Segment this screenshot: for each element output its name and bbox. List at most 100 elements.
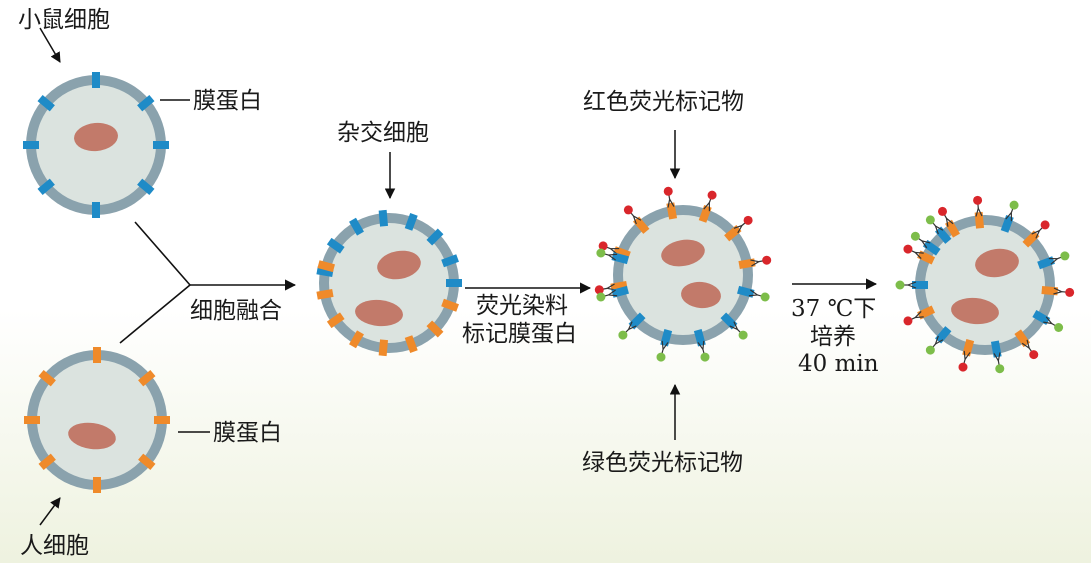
mouse-membrane-protein — [660, 329, 673, 347]
human-membrane-protein — [349, 330, 364, 349]
mouse-membrane-protein — [611, 252, 629, 265]
nucleus — [681, 281, 721, 309]
mouse-membrane-protein — [137, 178, 155, 195]
nucleus — [74, 122, 118, 152]
red-fluorescent-marker — [663, 186, 673, 196]
human-membrane-protein — [93, 477, 101, 493]
human-membrane-protein — [154, 416, 170, 424]
human-membrane-protein — [24, 416, 40, 424]
nucleus — [951, 297, 999, 325]
red-fluorescent-marker — [598, 241, 608, 251]
green-marker-label: 绿色荧光标记物 — [582, 450, 743, 476]
human-membrane-protein — [38, 453, 56, 470]
mouse-membrane-protein — [912, 281, 928, 289]
human-membrane-protein — [38, 370, 56, 387]
nucleus — [355, 299, 403, 327]
green-fluorescent-marker — [700, 352, 710, 362]
human-membrane-protein — [724, 225, 742, 242]
mouse-membrane-protein — [1037, 256, 1055, 270]
incubate-label-line2: 培养 — [810, 324, 856, 350]
human-membrane-protein — [962, 339, 975, 357]
red-fluorescent-marker — [1065, 287, 1075, 297]
mouse-membrane-protein — [922, 239, 941, 256]
mouse-membrane-protein — [92, 72, 100, 88]
fusion-connector — [119, 221, 297, 344]
labeled-hybrid-cell — [594, 186, 772, 362]
mouse-cell-pointer — [39, 27, 61, 63]
mixed-hybrid-cell — [895, 195, 1075, 374]
cytoplasm — [37, 360, 157, 480]
human-membrane-protein — [945, 219, 960, 238]
mouse-membrane-protein — [37, 95, 55, 112]
human-membrane-protein — [666, 202, 678, 220]
nucleus — [68, 422, 116, 450]
red-fluorescent-marker — [903, 316, 913, 326]
green-fluorescent-marker — [596, 292, 606, 302]
mouse-membrane-protein — [935, 326, 952, 344]
mouse-membrane-protein — [628, 312, 646, 330]
human-membrane-protein — [93, 347, 101, 363]
mouse-cell-label: 小鼠细胞 — [18, 7, 110, 33]
red-marker-label: 红色荧光标记物 — [583, 89, 744, 115]
incubate-label-line3: 40 min — [798, 351, 879, 377]
green-fluorescent-marker — [1009, 200, 1019, 210]
nucleus — [661, 239, 705, 267]
human-membrane-protein — [1022, 230, 1040, 248]
green-fluorescent-marker — [1054, 323, 1064, 332]
human-cell — [24, 347, 170, 493]
red-fluorescent-marker — [1029, 350, 1039, 360]
human-membrane-protein — [317, 260, 335, 273]
mouse-membrane-protein — [426, 228, 444, 246]
green-fluorescent-marker — [618, 330, 628, 340]
red-fluorescent-marker — [958, 362, 968, 372]
human-membrane-protein — [378, 339, 389, 357]
incubate-label-line1: 37 ℃下 — [791, 296, 876, 322]
hybrid-cell-label: 杂交细胞 — [337, 120, 429, 146]
nucleus — [975, 248, 1019, 278]
human-cell-pointer — [39, 497, 61, 526]
green-fluorescent-marker — [910, 231, 920, 241]
red-fluorescent-marker — [707, 190, 717, 200]
mouse-protein-label: 膜蛋白 — [193, 88, 262, 114]
human-cell-label: 人细胞 — [20, 533, 89, 559]
stain-label-line1: 荧光染料 — [476, 293, 568, 319]
mouse-membrane-protein — [349, 217, 364, 236]
mouse-membrane-protein — [446, 279, 462, 287]
mouse-membrane-protein — [1032, 310, 1051, 325]
nucleus — [377, 250, 421, 280]
mouse-membrane-protein — [990, 340, 1002, 358]
green-fluorescent-marker — [925, 345, 935, 355]
red-fluorescent-marker — [623, 205, 633, 215]
human-membrane-protein — [633, 216, 650, 234]
human-membrane-protein — [1014, 329, 1031, 348]
green-fluorescent-marker — [925, 215, 935, 225]
mouse-membrane-protein — [37, 178, 55, 195]
fusion-label: 细胞融合 — [190, 298, 282, 324]
mouse-membrane-protein — [737, 285, 755, 298]
red-fluorescent-marker — [762, 255, 772, 265]
human-membrane-protein — [917, 250, 936, 265]
mouse-membrane-protein — [441, 254, 459, 268]
human-membrane-protein — [426, 320, 444, 338]
human-membrane-protein — [326, 312, 345, 329]
human-membrane-protein — [316, 288, 334, 300]
mouse-membrane-protein — [137, 95, 155, 112]
mouse-membrane-protein — [92, 202, 100, 218]
green-fluorescent-marker — [895, 280, 905, 290]
green-fluorescent-marker — [738, 330, 748, 340]
red-fluorescent-marker — [973, 195, 983, 205]
mouse-membrane-protein — [720, 312, 738, 330]
human-membrane-protein — [441, 298, 459, 312]
red-fluorescent-marker — [743, 215, 753, 225]
mouse-membrane-protein — [326, 237, 345, 254]
red-fluorescent-marker — [594, 285, 604, 295]
mouse-membrane-protein — [378, 209, 389, 227]
mouse-membrane-protein — [693, 329, 706, 347]
green-fluorescent-marker — [656, 352, 666, 362]
mouse-membrane-protein — [611, 285, 629, 298]
mouse-membrane-protein — [23, 141, 39, 149]
human-protein-label: 膜蛋白 — [213, 420, 282, 446]
